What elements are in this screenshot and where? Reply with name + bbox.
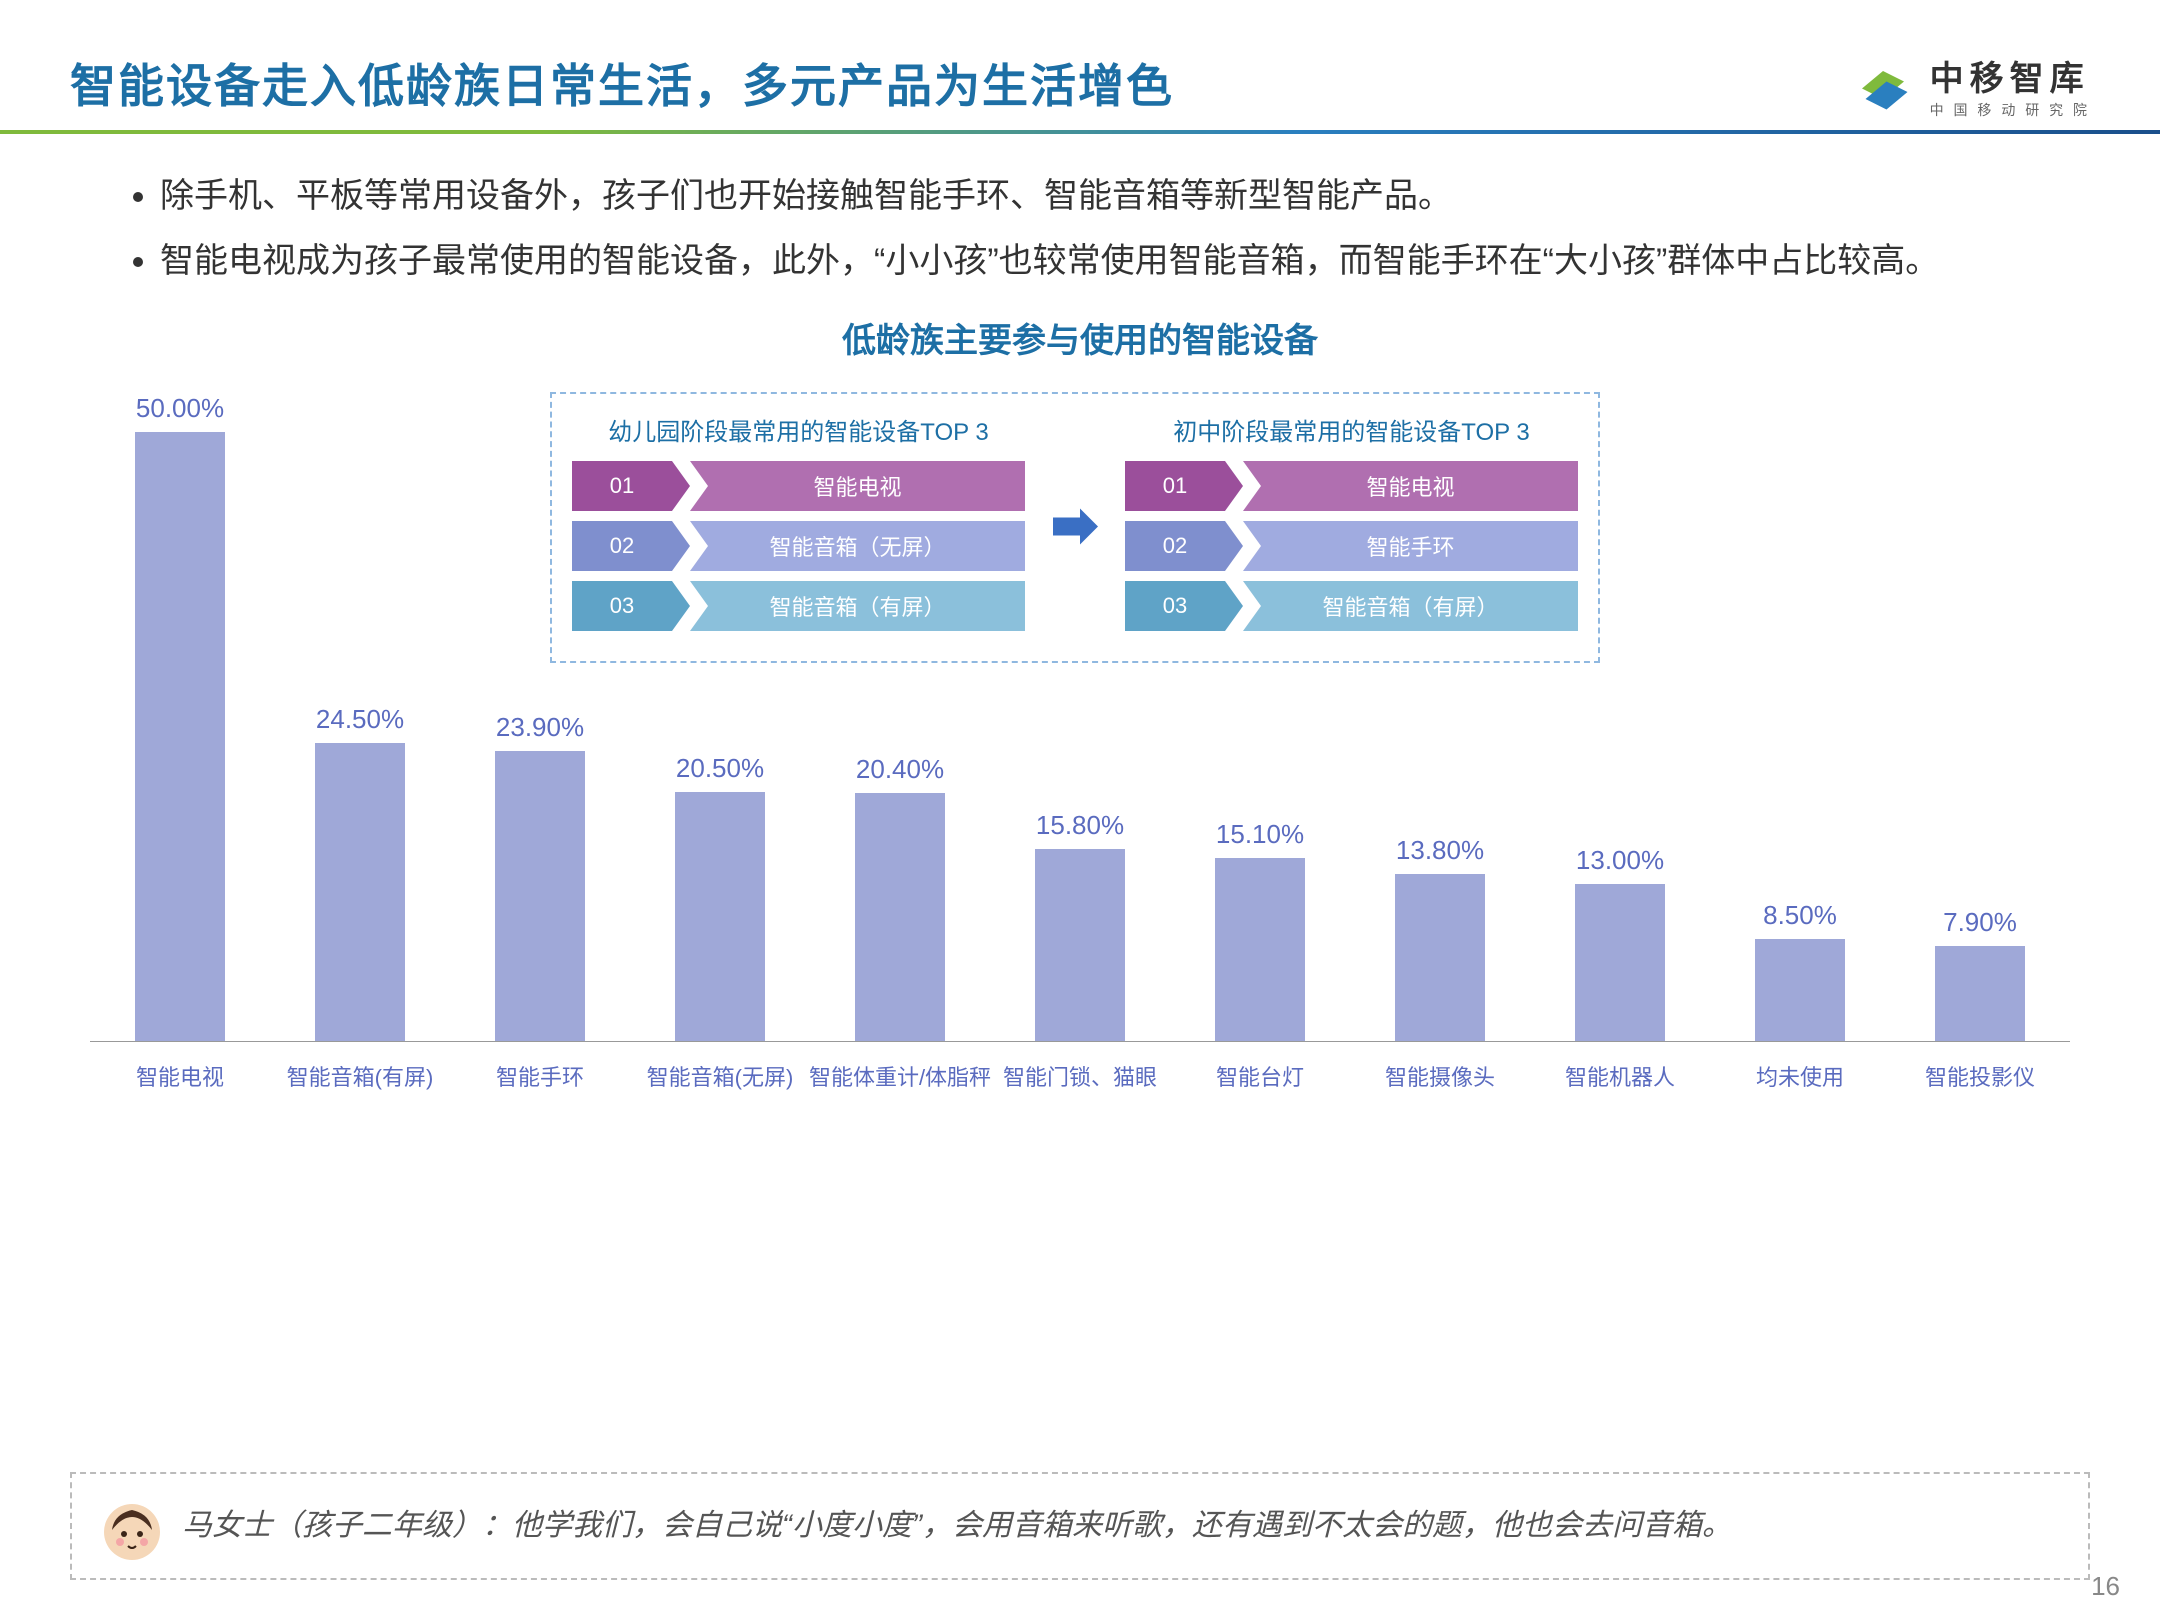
bar-label: 智能体重计/体脂秤	[809, 1060, 991, 1092]
bullet-item: 除手机、平板等常用设备外，孩子们也开始接触智能手环、智能音箱等新型智能产品。	[160, 164, 2090, 229]
bar-rect	[675, 792, 765, 1042]
bar-8: 13.00%智能机器人	[1530, 845, 1710, 1043]
bar-6: 15.10%智能台灯	[1170, 819, 1350, 1042]
rank-text: 智能音箱（有屏）	[1243, 581, 1578, 631]
chart-area: 50.00%智能电视24.50%智能音箱(有屏)23.90%智能手环20.50%…	[70, 392, 2090, 1112]
bar-rect	[1035, 849, 1125, 1042]
rank-item-3: 03 智能音箱（有屏）	[1125, 581, 1578, 631]
bar-10: 7.90%智能投影仪	[1890, 907, 2070, 1042]
bar-value: 15.10%	[1216, 819, 1304, 850]
rank-num: 02	[572, 521, 672, 571]
bar-rect	[315, 743, 405, 1042]
bar-value: 20.50%	[676, 753, 764, 784]
logo-main: 中移智库	[1930, 51, 2090, 100]
chart-baseline	[90, 1041, 2070, 1042]
bar-4: 20.40%智能体重计/体脂秤	[810, 754, 990, 1042]
quote-box: 马女士（孩子二年级）：他学我们，会自己说“小度小度”，会用音箱来听歌，还有遇到不…	[70, 1472, 2090, 1580]
logo-icon	[1848, 50, 1918, 120]
bar-rect	[855, 793, 945, 1042]
page-number: 16	[2091, 1571, 2120, 1602]
logo-sub: 中 国 移 动 研 究 院	[1930, 100, 2090, 120]
bar-label: 智能手环	[496, 1060, 584, 1092]
bar-rect	[1395, 874, 1485, 1042]
avatar-icon	[102, 1502, 162, 1562]
bar-value: 13.00%	[1576, 845, 1664, 876]
bar-label: 智能摄像头	[1385, 1060, 1495, 1092]
bar-value: 23.90%	[496, 712, 584, 743]
rank-text: 智能音箱（无屏）	[690, 521, 1025, 571]
bar-rect	[1215, 858, 1305, 1042]
bullet-list: 除手机、平板等常用设备外，孩子们也开始接触智能手环、智能音箱等新型智能产品。 智…	[70, 164, 2090, 293]
rank-text: 智能音箱（有屏）	[690, 581, 1025, 631]
rank-item-1: 01 智能电视	[1125, 461, 1578, 511]
bar-rect	[135, 432, 225, 1042]
logo: 中移智库 中 国 移 动 研 究 院	[1848, 50, 2090, 120]
bar-9: 8.50%均未使用	[1710, 900, 1890, 1043]
chart-title: 低龄族主要参与使用的智能设备	[70, 313, 2090, 362]
rank-item-1: 01 智能电视	[572, 461, 1025, 511]
bar-label: 智能电视	[136, 1060, 224, 1092]
rank-item-2: 02 智能手环	[1125, 521, 1578, 571]
top3-left: 幼儿园阶段最常用的智能设备TOP 3 01 智能电视 02 智能音箱（无屏） 03 智能音…	[572, 412, 1025, 641]
bullet-item: 智能电视成为孩子最常使用的智能设备，此外，“小小孩”也较常使用智能音箱，而智能手…	[160, 229, 2090, 294]
bar-label: 均未使用	[1756, 1060, 1844, 1092]
bar-value: 15.80%	[1036, 810, 1124, 841]
bar-rect	[495, 751, 585, 1043]
rank-item-2: 02 智能音箱（无屏）	[572, 521, 1025, 571]
bar-value: 8.50%	[1763, 900, 1837, 931]
bar-value: 24.50%	[316, 704, 404, 735]
rank-num: 01	[1125, 461, 1225, 511]
top3-panel: 幼儿园阶段最常用的智能设备TOP 3 01 智能电视 02 智能音箱（无屏） 03 智能音…	[550, 392, 1600, 663]
bar-7: 13.80%智能摄像头	[1350, 835, 1530, 1042]
rank-num: 02	[1125, 521, 1225, 571]
logo-text: 中移智库 中 国 移 动 研 究 院	[1930, 51, 2090, 120]
rank-text: 智能电视	[1243, 461, 1578, 511]
bar-rect	[1755, 939, 1845, 1043]
top3-right-heading: 初中阶段最常用的智能设备TOP 3	[1125, 412, 1578, 447]
rank-item-3: 03 智能音箱（有屏）	[572, 581, 1025, 631]
arrow-icon	[1045, 502, 1105, 552]
bar-label: 智能音箱(无屏)	[647, 1060, 794, 1092]
bar-label: 智能音箱(有屏)	[287, 1060, 434, 1092]
bar-rect	[1935, 946, 2025, 1042]
top3-left-heading: 幼儿园阶段最常用的智能设备TOP 3	[572, 412, 1025, 447]
bar-label: 智能投影仪	[1925, 1060, 2035, 1092]
bar-5: 15.80%智能门锁、猫眼	[990, 810, 1170, 1042]
bar-label: 智能台灯	[1216, 1060, 1304, 1092]
bar-1: 24.50%智能音箱(有屏)	[270, 704, 450, 1042]
rank-text: 智能手环	[1243, 521, 1578, 571]
bar-value: 20.40%	[856, 754, 944, 785]
bar-3: 20.50%智能音箱(无屏)	[630, 753, 810, 1042]
quote-text: 马女士（孩子二年级）：他学我们，会自己说“小度小度”，会用音箱来听歌，还有遇到不…	[182, 1499, 2058, 1553]
rank-num: 03	[1125, 581, 1225, 631]
bar-0: 50.00%智能电视	[90, 393, 270, 1042]
bar-rect	[1575, 884, 1665, 1043]
bar-value: 13.80%	[1396, 835, 1484, 866]
rank-text: 智能电视	[690, 461, 1025, 511]
bar-value: 7.90%	[1943, 907, 2017, 938]
bar-value: 50.00%	[136, 393, 224, 424]
top3-right: 初中阶段最常用的智能设备TOP 3 01 智能电视 02 智能手环 03 智能音箱（有屏）	[1125, 412, 1578, 641]
header: 智能设备走入低龄族日常生活，多元产品为生活增色 中移智库 中 国 移 动 研 究…	[70, 50, 2090, 120]
header-divider	[0, 130, 2160, 134]
bar-label: 智能机器人	[1565, 1060, 1675, 1092]
bar-label: 智能门锁、猫眼	[1003, 1060, 1157, 1092]
page-title: 智能设备走入低龄族日常生活，多元产品为生活增色	[70, 50, 1174, 116]
slide: 智能设备走入低龄族日常生活，多元产品为生活增色 中移智库 中 国 移 动 研 究…	[0, 0, 2160, 1620]
rank-num: 01	[572, 461, 672, 511]
bar-2: 23.90%智能手环	[450, 712, 630, 1043]
rank-num: 03	[572, 581, 672, 631]
